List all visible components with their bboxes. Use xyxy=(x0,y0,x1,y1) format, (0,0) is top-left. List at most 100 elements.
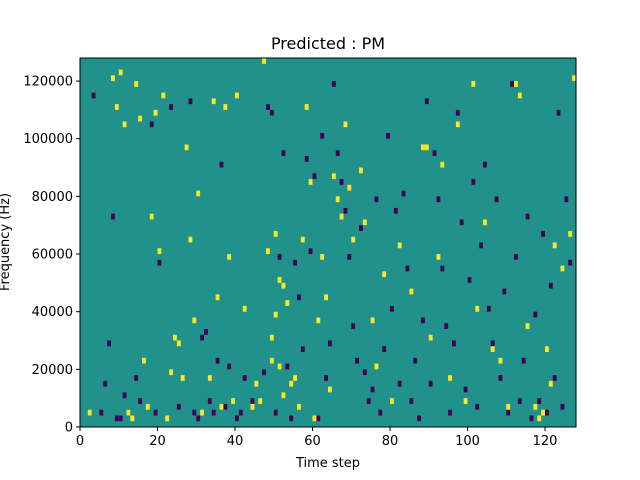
cell-high-52 xyxy=(304,104,309,110)
cell-high-75 xyxy=(428,334,433,341)
cell-low-9 xyxy=(134,375,139,381)
cell-low-23 xyxy=(215,357,220,364)
cell-low-45 xyxy=(316,415,321,422)
cell-low-72 xyxy=(421,317,425,324)
cell-high-61 xyxy=(339,213,344,220)
cell-low-96 xyxy=(514,254,518,260)
cell-high-94 xyxy=(548,380,553,387)
cell-high-60 xyxy=(335,196,340,203)
cell-low-91 xyxy=(494,196,499,203)
cell-high-67 xyxy=(370,317,375,324)
cell-low-58 xyxy=(366,398,371,404)
cell-low-49 xyxy=(331,81,336,87)
cell-low-94 xyxy=(506,409,511,416)
cell-high-53 xyxy=(308,179,313,185)
cell-low-33 xyxy=(269,109,274,116)
cell-low-110 xyxy=(568,259,573,266)
cell-high-22 xyxy=(192,317,197,324)
cell-low-28 xyxy=(238,409,243,416)
y-tick-label-4: 80000 xyxy=(32,190,73,205)
cell-low-17 xyxy=(192,409,197,416)
cell-high-63 xyxy=(347,184,352,191)
cell-high-36 xyxy=(258,398,263,404)
cell-high-27 xyxy=(215,294,220,301)
cell-high-81 xyxy=(471,81,476,87)
cell-high-31 xyxy=(231,398,236,404)
cell-low-0 xyxy=(91,92,96,99)
y-tick-label-2: 40000 xyxy=(32,305,73,320)
cell-low-71 xyxy=(417,415,422,422)
cell-low-46 xyxy=(320,132,325,139)
cell-high-69 xyxy=(382,271,387,278)
cell-low-55 xyxy=(355,357,360,364)
cell-high-46 xyxy=(281,392,286,399)
cell-low-32 xyxy=(266,104,270,110)
x-tick-label-3: 60 xyxy=(304,434,321,449)
cell-high-95 xyxy=(552,242,557,249)
cell-high-66 xyxy=(362,219,367,226)
cell-high-73 xyxy=(421,144,425,151)
cell-high-89 xyxy=(525,323,530,329)
cell-low-92 xyxy=(498,375,503,381)
cell-high-98 xyxy=(572,75,577,82)
cell-low-1 xyxy=(99,409,104,416)
cell-low-76 xyxy=(436,196,441,203)
cell-high-16 xyxy=(169,369,174,376)
cell-low-15 xyxy=(176,403,181,410)
cell-low-100 xyxy=(529,415,534,422)
cell-low-90 xyxy=(490,340,495,347)
cell-high-35 xyxy=(254,380,259,387)
cell-low-102 xyxy=(537,398,542,404)
cell-high-71 xyxy=(397,242,402,249)
cell-low-73 xyxy=(424,98,429,105)
cell-high-26 xyxy=(211,98,216,105)
cell-low-43 xyxy=(308,248,313,255)
cell-low-20 xyxy=(204,328,208,335)
cell-low-85 xyxy=(471,179,476,185)
cell-low-6 xyxy=(118,415,123,422)
cell-high-97 xyxy=(568,230,573,237)
cell-high-20 xyxy=(184,144,189,151)
cell-low-68 xyxy=(405,265,410,272)
cell-low-24 xyxy=(219,161,224,168)
cell-low-95 xyxy=(510,81,515,87)
cell-high-0 xyxy=(87,409,92,416)
cell-high-38 xyxy=(266,248,270,255)
cell-low-27 xyxy=(235,415,239,422)
cell-low-82 xyxy=(459,219,464,226)
cell-high-34 xyxy=(250,403,255,410)
cell-high-12 xyxy=(153,109,158,116)
cell-high-39 xyxy=(269,334,274,341)
cell-low-104 xyxy=(545,409,549,416)
x-tick-label-6: 120 xyxy=(533,434,558,449)
cell-high-17 xyxy=(173,334,177,341)
cell-low-99 xyxy=(525,213,530,220)
cell-low-39 xyxy=(293,259,298,266)
cell-low-22 xyxy=(211,409,216,416)
cell-low-53 xyxy=(347,254,352,260)
cell-high-56 xyxy=(320,254,325,260)
cell-high-48 xyxy=(289,380,294,387)
cell-low-40 xyxy=(297,294,301,301)
cell-low-80 xyxy=(452,340,456,347)
cell-low-103 xyxy=(541,230,546,237)
y-axis-ticks: 0 20000 40000 60000 80000 100000 120000 xyxy=(23,75,80,436)
cell-high-55 xyxy=(316,317,321,324)
cell-high-76 xyxy=(436,254,441,260)
cell-low-75 xyxy=(432,150,437,157)
x-tick-label-4: 80 xyxy=(382,434,399,449)
cell-high-24 xyxy=(200,409,205,416)
cell-low-62 xyxy=(382,346,387,353)
cell-low-42 xyxy=(304,156,309,162)
cell-high-43 xyxy=(277,277,282,283)
cell-high-11 xyxy=(149,213,154,220)
cell-low-41 xyxy=(300,346,305,353)
cell-high-64 xyxy=(351,236,356,243)
cell-high-57 xyxy=(324,294,329,301)
cell-low-25 xyxy=(223,403,228,410)
cell-low-63 xyxy=(386,132,391,139)
cell-high-3 xyxy=(118,69,123,76)
cell-low-47 xyxy=(324,375,329,381)
cell-low-16 xyxy=(188,98,193,105)
